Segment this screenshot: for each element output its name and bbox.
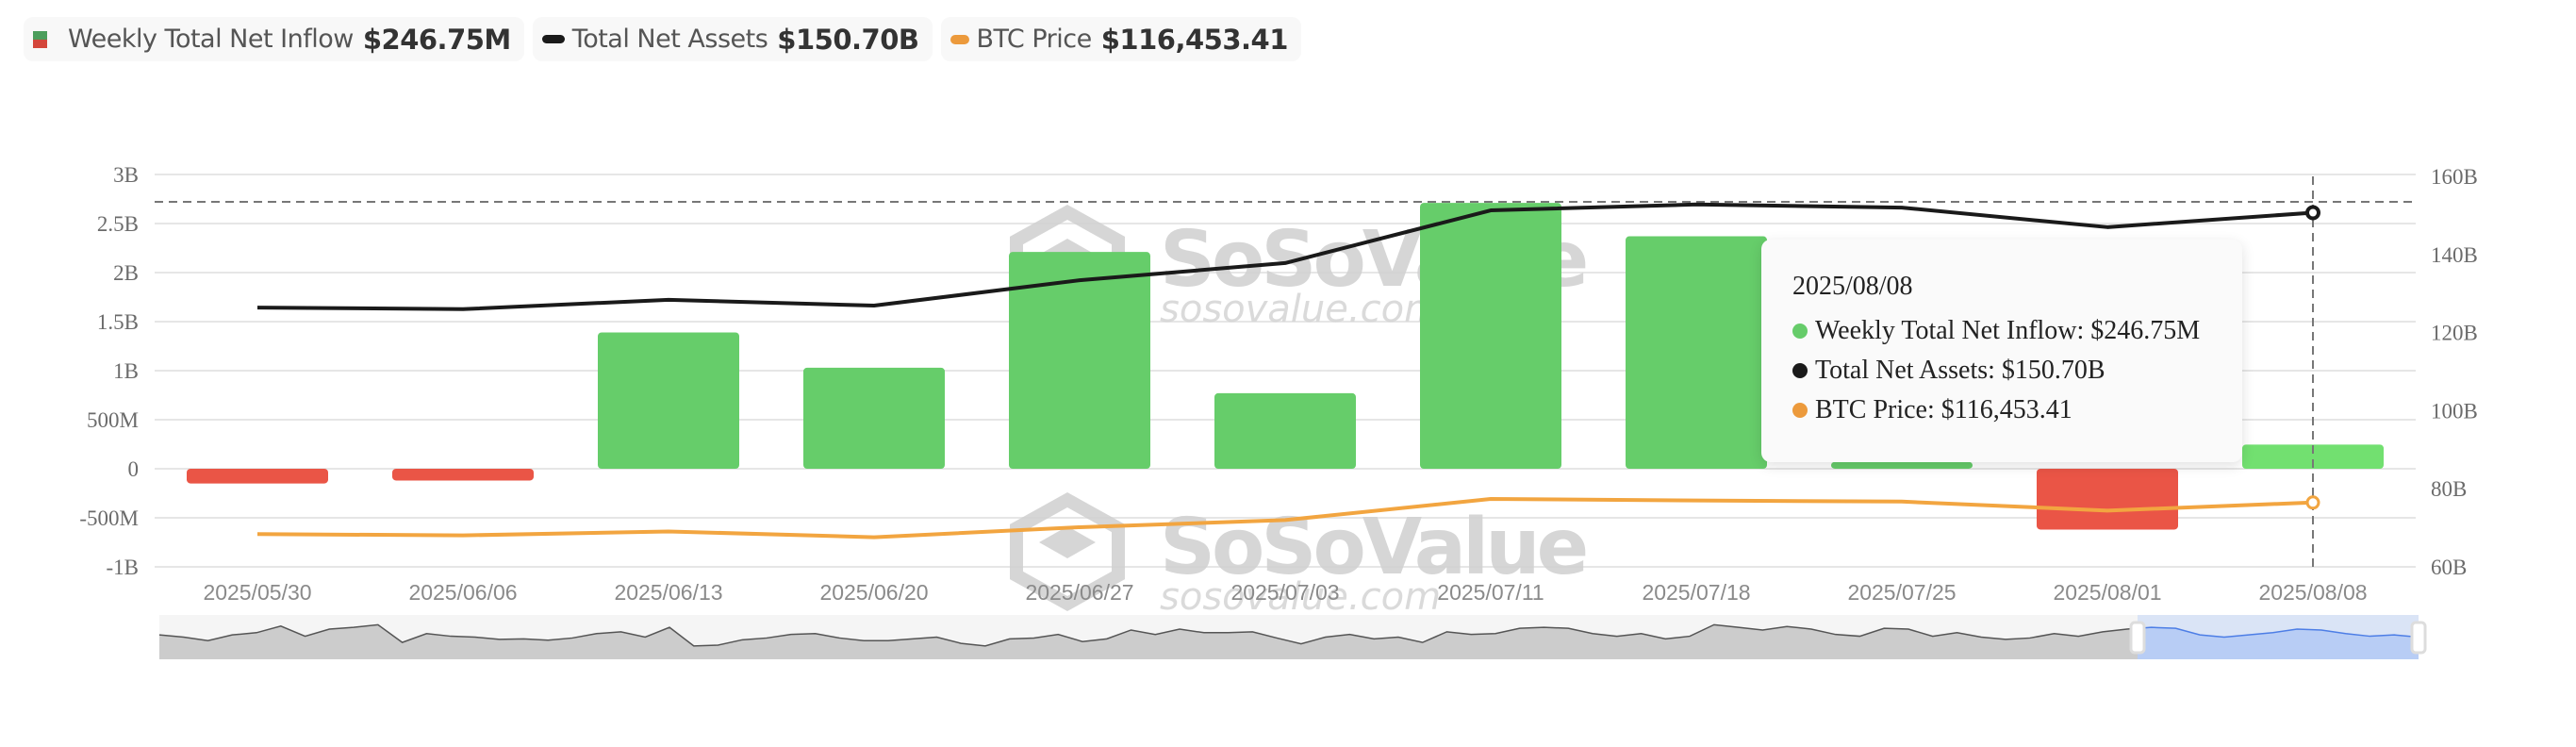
legend-item-btc-price[interactable]: BTC Price $116,453.41 <box>940 17 1301 61</box>
left-axis-tick: 1.5B <box>97 310 139 334</box>
x-axis-label: 2025/07/25 <box>1847 580 1956 605</box>
right-axis-tick: 80B <box>2431 477 2467 501</box>
tooltip-text: Total Net Assets: $150.70B <box>1815 356 2105 385</box>
svg-text:sosovalue.com: sosovalue.com <box>1160 288 1441 331</box>
x-axis-label: 2025/06/27 <box>1025 580 1133 605</box>
inflow-bar[interactable] <box>187 469 328 484</box>
x-axis-label: 2025/07/03 <box>1230 580 1339 605</box>
legend-label: BTC Price <box>976 25 1093 54</box>
left-axis-tick: 2.5B <box>97 212 139 236</box>
orange-dot-icon <box>1792 403 1808 418</box>
line-legend-icon <box>949 34 969 44</box>
tooltip-text: BTC Price: $116,453.41 <box>1815 395 2072 424</box>
x-axis-label: 2025/08/01 <box>2053 580 2161 605</box>
inflow-bar[interactable] <box>803 367 945 469</box>
tooltip-date: 2025/08/08 <box>1792 272 1913 301</box>
line-series[interactable] <box>256 202 2320 540</box>
tooltip-text: Weekly Total Net Inflow: $246.75M <box>1815 316 2201 345</box>
inflow-bar[interactable] <box>392 469 534 481</box>
x-axis-label: 2025/08/08 <box>2258 580 2367 605</box>
chart-legend: Weekly Total Net Inflow $246.75M Total N… <box>24 17 1301 61</box>
x-axis-label: 2025/07/18 <box>1642 580 1750 605</box>
tooltip-row-assets: Total Net Assets: $150.70B <box>1792 351 2242 390</box>
total-net-assets-line[interactable] <box>256 202 2314 311</box>
inflow-bar[interactable] <box>1420 203 1561 469</box>
right-axis-tick: 60B <box>2431 556 2467 579</box>
right-axis-tick: 120B <box>2431 322 2478 345</box>
x-axis-label: 2025/07/11 <box>1437 580 1544 605</box>
x-axis-label: 2025/06/13 <box>614 580 722 605</box>
right-y-axis: 160B 140B 120B 100B 80B 60B <box>2431 165 2478 579</box>
svg-text:SoSoValue: SoSoValue <box>1160 503 1586 592</box>
right-axis-tick: 140B <box>2431 243 2478 267</box>
x-axis: 2025/05/30 2025/06/06 2025/06/13 2025/06/20… <box>203 580 2367 605</box>
left-y-axis: 3B 2.5B 2B 1.5B 1B 500M 0 -500M -1B <box>79 163 139 579</box>
inflow-bar[interactable] <box>598 332 739 469</box>
x-axis-label: 2025/05/30 <box>203 580 311 605</box>
inflow-bars[interactable] <box>187 203 2384 530</box>
right-axis-tick: 100B <box>2431 399 2478 423</box>
hover-marker <box>2305 205 2320 221</box>
tooltip-row-btc: BTC Price: $116,453.41 <box>1792 390 2242 430</box>
btc-price-line[interactable] <box>256 497 2314 540</box>
hover-marker <box>2305 495 2320 510</box>
left-axis-tick: 0 <box>128 457 140 481</box>
left-axis-tick: -500M <box>79 506 139 530</box>
green-dot-icon <box>1792 324 1808 339</box>
svg-text:sosovalue.com: sosovalue.com <box>1160 575 1441 619</box>
legend-label: Total Net Assets <box>571 25 768 54</box>
line-legend-icon <box>541 35 565 43</box>
left-axis-tick: -1B <box>107 556 140 579</box>
legend-value: $150.70B <box>777 23 919 56</box>
inflow-bar[interactable] <box>1626 236 1767 469</box>
inflow-bar[interactable] <box>1214 392 1356 469</box>
navigator-handle[interactable] <box>2129 621 2146 655</box>
left-axis-tick: 2B <box>113 261 139 285</box>
x-axis-label: 2025/06/06 <box>408 580 517 605</box>
x-axis-label: 2025/06/20 <box>819 580 928 605</box>
legend-item-total-net-assets[interactable]: Total Net Assets $150.70B <box>532 17 933 61</box>
bar-legend-icon <box>33 30 47 48</box>
legend-value: $246.75M <box>362 23 511 56</box>
inflow-bar[interactable] <box>1831 461 1973 469</box>
legend-value: $116,453.41 <box>1100 23 1289 56</box>
left-axis-tick: 1B <box>113 359 139 383</box>
left-axis-tick: 500M <box>87 408 139 432</box>
inflow-bar[interactable] <box>2037 469 2178 530</box>
legend-label: Weekly Total Net Inflow <box>68 25 354 54</box>
navigator-handle[interactable] <box>2410 621 2427 655</box>
right-axis-tick: 160B <box>2431 165 2478 189</box>
tooltip: 2025/08/08 Weekly Total Net Inflow: $246… <box>1761 240 2242 462</box>
inflow-bar[interactable] <box>2242 444 2384 469</box>
black-dot-icon <box>1792 363 1808 378</box>
left-axis-tick: 3B <box>113 163 139 187</box>
range-navigator[interactable] <box>158 615 2427 659</box>
inflow-bar[interactable] <box>1009 252 1150 469</box>
legend-item-weekly-net-inflow[interactable]: Weekly Total Net Inflow $246.75M <box>24 17 524 61</box>
tooltip-row-inflow: Weekly Total Net Inflow: $246.75M <box>1792 311 2242 351</box>
